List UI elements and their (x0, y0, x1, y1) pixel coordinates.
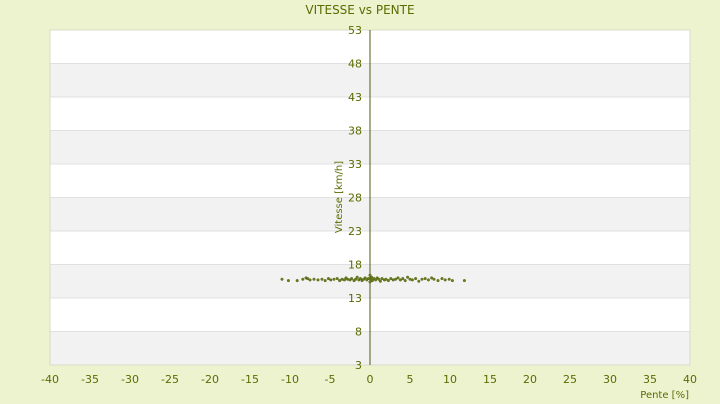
x-tick-label: 10 (443, 373, 457, 386)
y-axis-label: Vitesse [km/h] (334, 161, 345, 233)
x-tick-label: 5 (407, 373, 414, 386)
chart-title: VITESSE vs PENTE (305, 3, 414, 17)
x-tick-label: 0 (367, 373, 374, 386)
data-point (432, 277, 436, 281)
y-tick-label: 18 (348, 259, 362, 272)
data-point (368, 280, 372, 284)
data-point (403, 279, 407, 283)
data-point (355, 275, 359, 279)
data-point (286, 279, 290, 283)
y-tick-label: 43 (348, 91, 362, 104)
data-point (301, 277, 305, 281)
data-point (417, 279, 421, 283)
data-point (320, 277, 324, 281)
x-tick-label: 40 (683, 373, 697, 386)
data-point (377, 277, 381, 281)
data-point (329, 278, 333, 282)
data-point (386, 279, 390, 283)
data-point (306, 277, 310, 281)
data-point (354, 277, 358, 281)
data-point (280, 277, 284, 281)
data-point (358, 277, 362, 281)
data-point (430, 276, 434, 280)
data-point (374, 278, 378, 282)
x-tick-label: -10 (281, 373, 299, 386)
y-tick-label: 23 (348, 225, 362, 238)
data-point (398, 278, 402, 282)
data-point (414, 277, 418, 281)
data-point (326, 277, 330, 281)
data-point (346, 277, 350, 281)
data-point (370, 275, 374, 279)
x-tick-label: 25 (563, 373, 577, 386)
data-point (384, 277, 388, 281)
data-point (312, 277, 316, 281)
data-point (340, 277, 344, 281)
data-point (391, 278, 395, 282)
data-point (380, 277, 384, 281)
data-point (443, 278, 447, 282)
scatter-points (280, 273, 466, 284)
data-point (316, 278, 320, 282)
y-tick-label: 3 (355, 359, 362, 372)
data-point (332, 277, 336, 281)
y-tick-label: 33 (348, 158, 362, 171)
x-tick-label: -25 (161, 373, 179, 386)
data-point (420, 277, 424, 281)
y-tick-label: 13 (348, 292, 362, 305)
x-axis-ticks: -40 -35 -30 -25 -20 -15 -10 -5 0 5 10 15 20 25 30 35 40 (41, 373, 697, 386)
x-tick-label: 35 (643, 373, 657, 386)
x-tick-label: -35 (81, 373, 99, 386)
x-tick-label: -40 (41, 373, 59, 386)
data-point (394, 277, 398, 281)
x-tick-label: 20 (523, 373, 537, 386)
data-point (389, 277, 393, 281)
data-point (462, 279, 466, 283)
data-point (335, 277, 339, 281)
data-point (370, 279, 374, 283)
data-point (436, 279, 440, 283)
data-point (338, 279, 342, 283)
data-point (440, 277, 444, 281)
y-tick-label: 38 (348, 125, 362, 138)
data-point (410, 278, 414, 282)
x-tick-label: 30 (603, 373, 617, 386)
data-point (366, 277, 370, 281)
y-tick-label: 53 (348, 24, 362, 37)
data-point (406, 275, 410, 279)
x-tick-label: -5 (325, 373, 336, 386)
data-point (368, 273, 372, 277)
x-tick-label: -20 (201, 373, 219, 386)
data-point (401, 277, 405, 281)
data-point (342, 278, 346, 282)
y-tick-label: 28 (348, 192, 362, 205)
x-tick-label: 15 (483, 373, 497, 386)
data-point (447, 277, 451, 281)
data-point (396, 276, 400, 280)
data-point (363, 276, 367, 280)
data-point (423, 277, 427, 281)
data-point (350, 277, 354, 281)
data-point (295, 279, 299, 283)
x-tick-label: -15 (241, 373, 259, 386)
data-point (378, 279, 382, 283)
data-point (426, 278, 430, 282)
x-tick-label: -30 (121, 373, 139, 386)
x-axis-label: Pente [%] (640, 390, 689, 400)
data-point (408, 277, 412, 281)
y-tick-label: 8 (355, 326, 362, 339)
data-point (450, 279, 454, 283)
data-point (308, 278, 312, 282)
data-point (323, 279, 327, 283)
y-tick-label: 48 (348, 58, 362, 71)
